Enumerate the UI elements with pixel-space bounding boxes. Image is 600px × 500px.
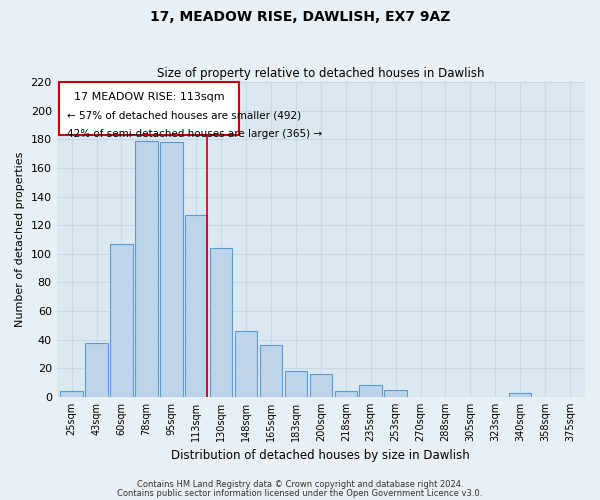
Text: Contains public sector information licensed under the Open Government Licence v3: Contains public sector information licen… xyxy=(118,488,482,498)
Text: 42% of semi-detached houses are larger (365) →: 42% of semi-detached houses are larger (… xyxy=(67,130,322,140)
Y-axis label: Number of detached properties: Number of detached properties xyxy=(15,152,25,327)
Text: ← 57% of detached houses are smaller (492): ← 57% of detached houses are smaller (49… xyxy=(67,110,301,120)
FancyBboxPatch shape xyxy=(59,82,239,135)
Bar xyxy=(61,391,83,397)
Bar xyxy=(135,140,158,397)
Bar xyxy=(235,331,257,397)
Bar xyxy=(110,244,133,397)
Bar xyxy=(310,374,332,397)
Title: Size of property relative to detached houses in Dawlish: Size of property relative to detached ho… xyxy=(157,66,485,80)
Bar xyxy=(185,215,208,397)
Bar xyxy=(284,371,307,397)
Text: 17, MEADOW RISE, DAWLISH, EX7 9AZ: 17, MEADOW RISE, DAWLISH, EX7 9AZ xyxy=(150,10,450,24)
Bar xyxy=(335,391,357,397)
Bar xyxy=(210,248,232,397)
Bar xyxy=(85,342,108,397)
Bar xyxy=(385,390,407,397)
Text: 17 MEADOW RISE: 113sqm: 17 MEADOW RISE: 113sqm xyxy=(74,92,224,102)
Bar xyxy=(359,386,382,397)
Bar xyxy=(509,392,532,397)
Bar xyxy=(160,142,182,397)
Text: Contains HM Land Registry data © Crown copyright and database right 2024.: Contains HM Land Registry data © Crown c… xyxy=(137,480,463,489)
Bar xyxy=(260,346,282,397)
X-axis label: Distribution of detached houses by size in Dawlish: Distribution of detached houses by size … xyxy=(172,450,470,462)
